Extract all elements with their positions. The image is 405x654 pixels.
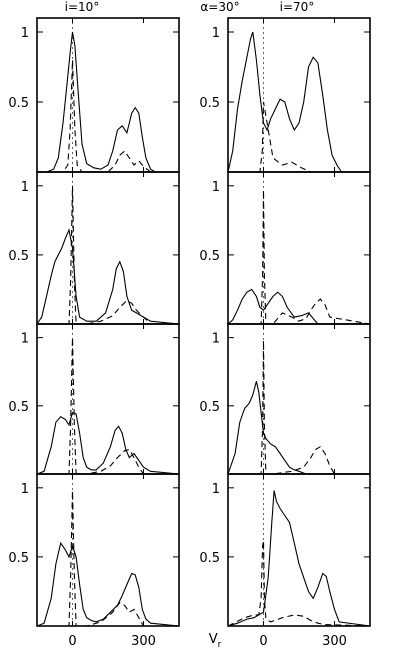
panel-left-row1: 10.5: [8, 17, 180, 173]
y-tick-label: 1: [21, 332, 29, 347]
y-tick-label: 0.5: [199, 400, 220, 415]
y-tick-label: 1: [212, 26, 220, 41]
dashed-series-line: [37, 59, 179, 173]
panel-frame: [36, 17, 180, 173]
panel-frame: [36, 473, 180, 627]
dashed-series-line: [37, 490, 179, 627]
dashed-series-line: [37, 337, 179, 475]
dashed-series-line: [37, 185, 179, 325]
panel-right-row3: 10.5: [199, 323, 371, 475]
x-tick-label: 0: [259, 634, 267, 649]
dashed-series-line: [227, 540, 371, 627]
panel-right-row4: 10.5: [199, 473, 371, 627]
y-tick-label: 1: [212, 482, 220, 497]
panel-right-row1: 10.5: [199, 17, 371, 173]
y-tick-label: 0.5: [8, 249, 29, 264]
x-tick-label: 300: [322, 634, 347, 649]
y-tick-label: 0.5: [199, 551, 220, 566]
panel-left-row3: 10.5: [8, 323, 180, 475]
panels-grid: 10.510.510.510.510.510.510.510.5: [8, 17, 371, 627]
solid-series-line: [227, 288, 370, 325]
y-tick-label: 0.5: [8, 551, 29, 566]
dashed-series-line: [228, 189, 371, 325]
dashed-series-line: [228, 340, 370, 475]
header-middle: α=30°: [200, 0, 239, 14]
panel-left-row2: 10.5: [8, 171, 180, 325]
solid-series-line: [227, 490, 371, 627]
header-left: i=10°: [65, 0, 100, 14]
panel-frame: [227, 323, 371, 475]
panel-frame: [36, 171, 180, 325]
x-axis: 0 300 0 300: [68, 634, 347, 649]
y-tick-label: 1: [21, 26, 29, 41]
solid-series-line: [227, 381, 370, 475]
solid-series-line: [36, 411, 180, 475]
panel-right-row2: 10.5: [199, 171, 371, 325]
header-right: i=70°: [280, 0, 315, 14]
panel-frame: [227, 171, 371, 325]
y-tick-label: 0.5: [8, 400, 29, 415]
panel-frame: [227, 473, 371, 627]
solid-series-line: [227, 31, 370, 173]
x-axis-label-main: V: [209, 632, 218, 647]
y-tick-label: 1: [21, 482, 29, 497]
x-tick-label: 300: [131, 634, 156, 649]
column-headers: i=10° α=30° i=70°: [65, 0, 315, 14]
x-axis-label-sub: r: [218, 640, 222, 650]
x-axis-label: Vr: [209, 632, 222, 650]
dashed-series-line: [228, 101, 370, 173]
panel-frame: [227, 17, 371, 173]
solid-series-line: [37, 31, 179, 173]
x-tick-label: 0: [68, 634, 76, 649]
y-tick-label: 0.5: [199, 96, 220, 111]
solid-series-line: [36, 541, 180, 627]
y-tick-label: 0.5: [8, 96, 29, 111]
y-tick-label: 1: [21, 180, 29, 195]
solid-series-line: [36, 228, 180, 325]
y-tick-label: 1: [212, 332, 220, 347]
y-tick-label: 0.5: [199, 249, 220, 264]
panel-left-row4: 10.5: [8, 473, 180, 627]
y-tick-label: 1: [212, 180, 220, 195]
